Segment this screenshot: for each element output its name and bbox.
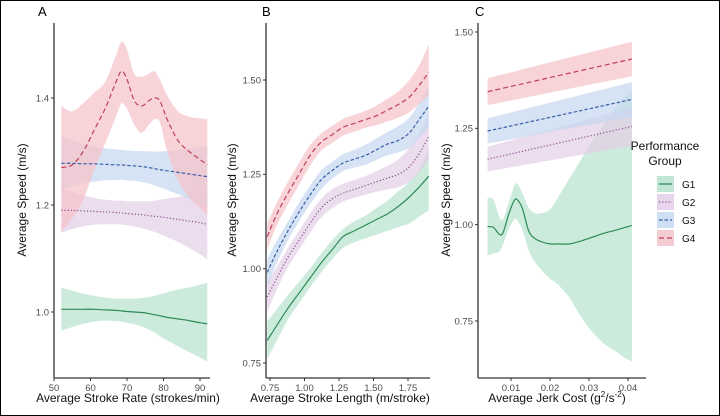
x-tick-label: 60 <box>85 383 96 394</box>
confidence-bands-b <box>267 44 429 360</box>
mean-line-g2 <box>61 209 208 225</box>
x-axis-title-c-sup1: 2 <box>601 390 606 399</box>
x-tick-label: 90 <box>195 383 206 394</box>
legend-item-g3: G3 <box>657 212 696 228</box>
legend-item-g1: G1 <box>657 176 696 192</box>
x-axis-title-c-end: ) <box>622 391 626 405</box>
x-axis-title-c: Average Jerk Cost (g2/s-2) <box>488 390 625 405</box>
y-tick-label: 1.50 <box>243 75 262 86</box>
y-tick-label: 0.75 <box>243 358 262 369</box>
x-tick-label: 70 <box>122 383 133 394</box>
panel-label-c: C <box>475 4 484 19</box>
x-tick-label: 0.01 <box>502 383 521 394</box>
y-axis-title-c: Average Speed (m/s) <box>439 143 453 256</box>
y-tick-label: 1.0 <box>36 307 49 318</box>
ci-band-g1 <box>61 282 208 362</box>
ci-band-g1 <box>487 89 632 362</box>
legend-title-line2: Group <box>648 154 682 168</box>
x-axis-title-a: Average Stroke Rate (strokes/min) <box>36 391 220 405</box>
axes-c: 0.75 1.00 1.25 1.50 0.01 0.02 0.03 0.04 <box>455 23 646 394</box>
y-tick-label: 1.4 <box>36 93 49 104</box>
mean-line-g4 <box>61 70 208 169</box>
confidence-bands-a <box>61 41 208 362</box>
x-tick-label: 1.25 <box>330 383 349 394</box>
mean-line-g3 <box>61 162 208 178</box>
mean-lines-c <box>487 58 633 245</box>
mean-line-g4 <box>487 58 633 93</box>
x-tick-label: 50 <box>49 383 60 394</box>
legend-label: G3 <box>682 216 696 227</box>
y-tick-label: 1.00 <box>243 264 262 275</box>
mean-line-g1 <box>487 198 633 245</box>
ci-band-g1 <box>267 147 429 360</box>
legend-label: G2 <box>682 198 696 209</box>
legend-item-g4: G4 <box>657 230 696 246</box>
x-tick-label: 0.75 <box>261 383 280 394</box>
y-tick-label: 1.2 <box>36 200 49 211</box>
x-axis-title-c-sup2: -2 <box>615 390 623 399</box>
y-tick-label: 1.00 <box>455 220 474 231</box>
y-axis-title-b: Average Speed (m/s) <box>225 143 239 256</box>
legend-key-fill <box>657 230 674 246</box>
mean-line-g4 <box>266 72 430 237</box>
confidence-bands-c <box>487 41 632 362</box>
x-tick-label: 0.03 <box>580 383 599 394</box>
x-axis-title-c-base: Average Jerk Cost (g <box>488 391 601 405</box>
axes-b: 0.75 1.00 1.25 1.50 0.75 1.00 1.25 1.50 1.75 <box>243 23 430 394</box>
legend-items: G1 G2 G3 G4 <box>657 176 696 246</box>
x-tick-label: 1.00 <box>295 383 314 394</box>
ci-band-g3 <box>267 85 429 286</box>
legend-label: G1 <box>682 180 696 191</box>
legend-label: G4 <box>682 234 696 245</box>
legend: Performance Group G1 G2 G3 G4 <box>631 139 700 246</box>
y-tick-label: 0.75 <box>455 316 474 327</box>
mean-line-g1 <box>266 175 430 341</box>
mean-line-g3 <box>487 98 633 132</box>
x-tick-label: 0.04 <box>619 383 638 394</box>
panel-a: A 1.0 1.2 1.4 50 60 70 80 90 Average Stroke Rat… <box>15 4 220 405</box>
x-tick-label: 1.50 <box>364 383 383 394</box>
y-tick-label: 1.50 <box>455 27 474 38</box>
panel-label-b: B <box>262 4 271 19</box>
x-tick-label: 80 <box>158 383 169 394</box>
mean-lines-a <box>61 70 208 325</box>
panel-b: B 0.75 1.00 1.25 1.50 0.75 1.00 1.25 1.50 1.75 A… <box>225 4 430 405</box>
ci-band-g3 <box>487 82 632 144</box>
legend-title-line1: Performance <box>631 139 700 153</box>
ci-band-g4 <box>61 41 208 232</box>
mean-line-g1 <box>61 308 208 325</box>
axes-a: 1.0 1.2 1.4 50 60 70 80 90 <box>36 23 210 394</box>
y-axis-title-a: Average Speed (m/s) <box>15 143 29 256</box>
y-tick-label: 1.25 <box>455 124 474 135</box>
mean-lines-b <box>266 72 430 341</box>
ci-band-g2 <box>61 187 208 260</box>
mean-line-g2 <box>487 125 633 160</box>
x-tick-label: 1.75 <box>399 383 418 394</box>
panel-label-a: A <box>38 4 47 19</box>
x-tick-label: 0.02 <box>541 383 560 394</box>
x-axis-title-c-mid: /s <box>605 391 614 405</box>
mean-line-g2 <box>266 136 430 298</box>
ci-band-g4 <box>487 41 632 106</box>
y-tick-label: 1.25 <box>243 170 262 181</box>
mean-line-g3 <box>266 106 430 273</box>
panel-c: C 0.75 1.00 1.25 1.50 0.01 0.02 0.03 0.04 Avera… <box>439 4 646 405</box>
x-axis-title-b: Average Stroke Length (m/stroke) <box>250 391 430 405</box>
legend-item-g2: G2 <box>657 194 696 210</box>
